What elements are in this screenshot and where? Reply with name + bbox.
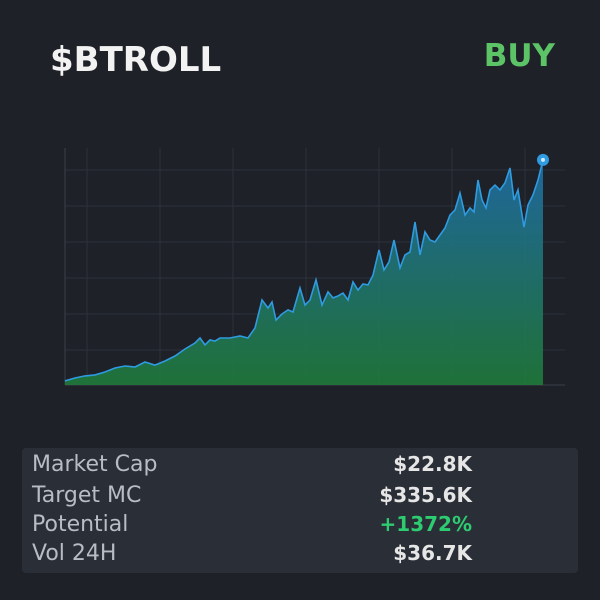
- stat-label: Target MC: [32, 483, 142, 508]
- stat-label: Market Cap: [32, 452, 158, 477]
- last-point-core: [541, 157, 545, 162]
- stat-row: Vol 24H $36.7K: [32, 541, 472, 571]
- stats-panel: Market Cap $22.8K Target MC $335.6K Potentia…: [22, 448, 578, 573]
- buy-button[interactable]: BUY: [483, 38, 555, 74]
- chart: [64, 148, 565, 386]
- stat-label: Potential: [32, 512, 129, 537]
- stat-row: Market Cap $22.8K: [32, 452, 472, 482]
- ticker: $BTROLL: [50, 40, 222, 80]
- stat-value: $335.6K: [379, 483, 472, 507]
- stat-value: +1372%: [379, 512, 472, 536]
- stat-row: Target MC $335.6K: [32, 483, 472, 513]
- stat-value: $22.8K: [393, 452, 472, 476]
- stat-value: $36.7K: [393, 541, 472, 565]
- price-line: [64, 159, 544, 382]
- area-fill: [65, 159, 543, 385]
- stat-label: Vol 24H: [32, 541, 117, 566]
- stat-row: Potential +1372%: [32, 512, 472, 542]
